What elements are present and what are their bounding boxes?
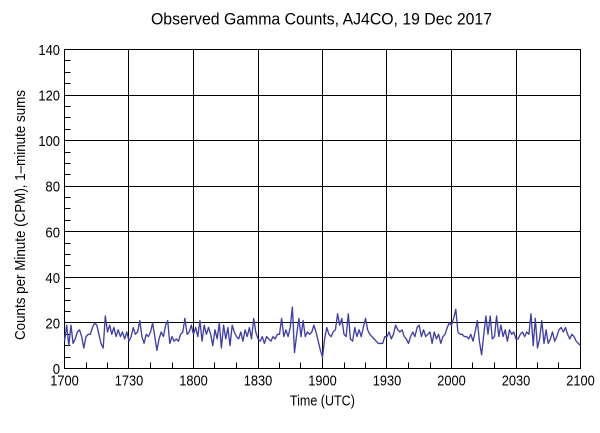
svg-text:40: 40 (45, 270, 60, 287)
svg-text:120: 120 (38, 88, 60, 105)
svg-text:Counts per Minute (CPM), 1–min: Counts per Minute (CPM), 1–minute sums (12, 90, 29, 340)
svg-text:1800: 1800 (179, 373, 208, 390)
svg-text:60: 60 (45, 224, 60, 241)
svg-text:2030: 2030 (502, 373, 531, 390)
svg-text:Observed Gamma Counts, AJ4CO,: Observed Gamma Counts, AJ4CO, 19 Dec 201… (151, 10, 492, 28)
svg-text:140: 140 (38, 42, 60, 59)
svg-text:1900: 1900 (308, 373, 337, 390)
svg-text:1730: 1730 (115, 373, 144, 390)
svg-text:1830: 1830 (244, 373, 273, 390)
svg-text:Time (UTC): Time (UTC) (290, 393, 355, 410)
svg-text:1700: 1700 (50, 373, 79, 390)
svg-text:80: 80 (45, 179, 60, 196)
svg-text:100: 100 (38, 133, 60, 150)
svg-text:1930: 1930 (373, 373, 402, 390)
svg-text:2100: 2100 (566, 373, 595, 390)
svg-text:0: 0 (53, 361, 60, 378)
svg-text:2000: 2000 (437, 373, 466, 390)
svg-text:20: 20 (45, 315, 60, 332)
